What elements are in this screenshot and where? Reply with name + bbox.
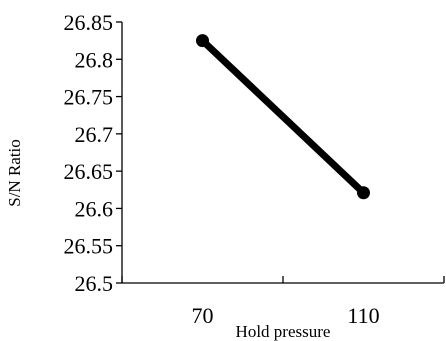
y-tick-label: 26.5 [75, 271, 114, 296]
series [196, 34, 370, 199]
y-tick-label: 26.6 [75, 196, 114, 221]
y-axis: 26.85 26.8 26.75 26.7 26.65 26.6 26.55 26.5 [64, 10, 123, 296]
x-tick-label: 110 [347, 303, 379, 328]
y-tick-label: 26.65 [64, 159, 114, 184]
y-tick-label: 26.75 [64, 85, 114, 110]
y-tick-label: 26.85 [64, 10, 114, 35]
data-point [357, 186, 370, 199]
y-tick-label: 26.55 [64, 234, 114, 259]
y-tick-label: 26.8 [75, 47, 114, 72]
y-axis-title: S/N Ratio [5, 139, 24, 207]
x-axis-title: Hold pressure [236, 322, 331, 341]
series-line [203, 41, 364, 193]
data-point [196, 34, 209, 47]
y-tick-label: 26.7 [75, 122, 114, 147]
x-tick-label: 70 [192, 303, 214, 328]
x-axis: 70 110 [122, 276, 444, 328]
